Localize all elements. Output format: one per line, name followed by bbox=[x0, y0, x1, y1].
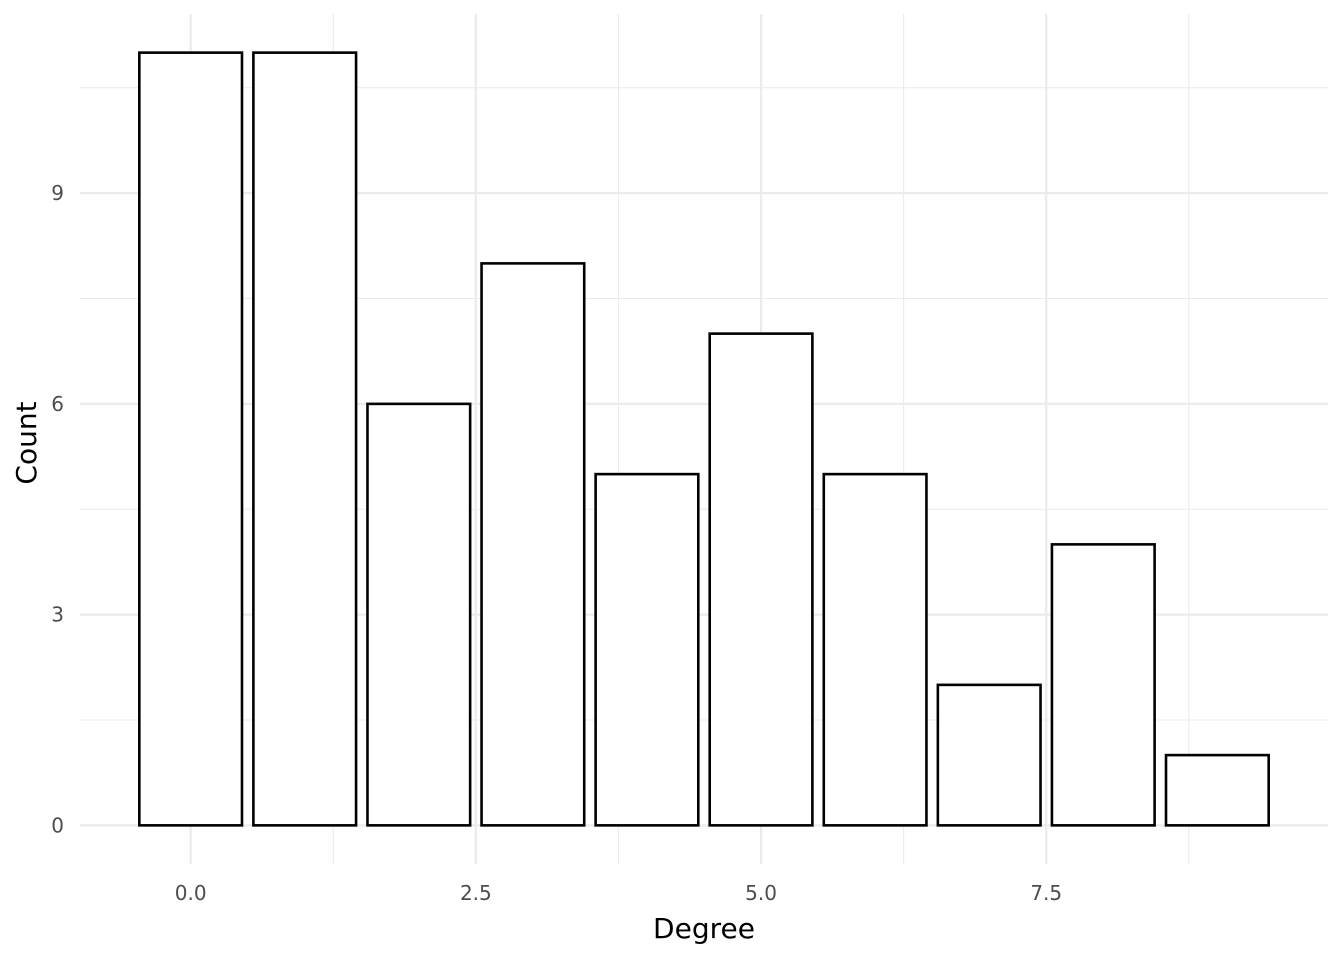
bars bbox=[138, 51, 1270, 827]
y-axis-tick-labels: 0 3 6 9 bbox=[51, 181, 64, 837]
y-tick-label: 9 bbox=[51, 181, 64, 205]
bar-degree-8 bbox=[1050, 543, 1156, 827]
bar-degree-5 bbox=[708, 332, 814, 827]
bar-degree-1 bbox=[252, 51, 358, 827]
x-tick-label: 2.5 bbox=[460, 881, 492, 905]
x-axis-title: Degree bbox=[653, 912, 755, 945]
bar-degree-4 bbox=[594, 472, 700, 827]
bar-degree-0 bbox=[138, 51, 244, 827]
bar-degree-6 bbox=[822, 472, 928, 827]
y-axis-title: Count bbox=[10, 401, 43, 484]
bar-degree-7 bbox=[936, 683, 1042, 827]
y-tick-label: 6 bbox=[51, 392, 64, 416]
y-tick-label: 3 bbox=[51, 603, 64, 627]
y-tick-label: 0 bbox=[51, 813, 64, 837]
bar-degree-9 bbox=[1164, 753, 1270, 827]
x-tick-label: 5.0 bbox=[745, 881, 777, 905]
bar-degree-2 bbox=[366, 402, 472, 827]
x-tick-label: 0.0 bbox=[175, 881, 207, 905]
x-tick-label: 7.5 bbox=[1030, 881, 1062, 905]
x-axis-tick-labels: 0.0 2.5 5.0 7.5 bbox=[175, 881, 1062, 905]
bar-degree-3 bbox=[480, 262, 586, 827]
